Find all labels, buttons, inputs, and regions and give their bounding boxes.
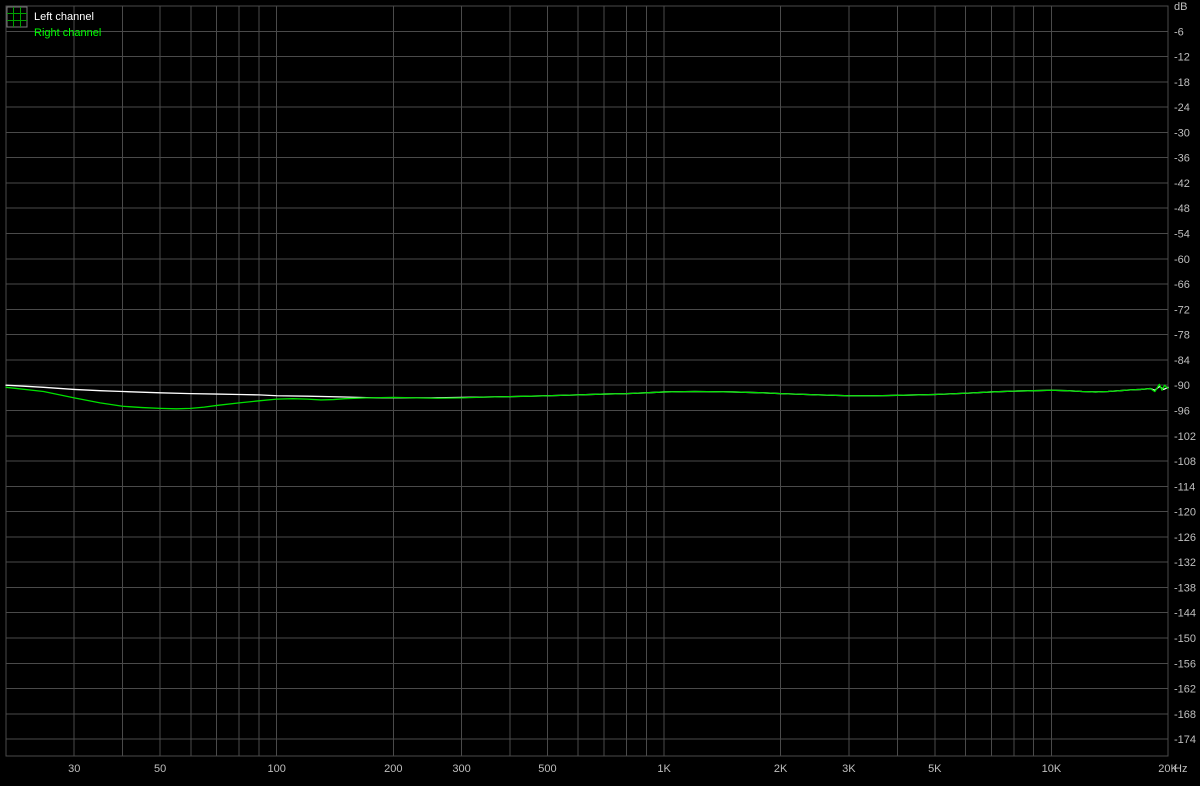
y-tick-label: -150 <box>1174 633 1196 645</box>
y-tick-label: -30 <box>1174 127 1190 139</box>
y-tick-label: -120 <box>1174 507 1196 519</box>
y-tick-label: -126 <box>1174 532 1196 544</box>
y-tick-label: -78 <box>1174 330 1190 342</box>
y-tick-label: -144 <box>1174 608 1196 620</box>
frequency-response-chart: dB -6 -12 -18 -24 -30 -36 -42 -48 -54 -60 -66 -72 -78… <box>0 0 1200 786</box>
y-tick-label: -60 <box>1174 254 1190 266</box>
y-tick-label: -156 <box>1174 658 1196 670</box>
y-tick-label: -102 <box>1174 431 1196 443</box>
x-tick-label: 50 <box>154 763 166 775</box>
y-tick-label: -6 <box>1174 26 1184 38</box>
legend-left-label: Left channel <box>34 10 94 24</box>
x-tick-label: 1K <box>657 763 671 775</box>
y-tick-label: -168 <box>1174 709 1196 721</box>
y-tick-label: -42 <box>1174 178 1190 190</box>
legend-item-left: Left channel <box>6 6 101 28</box>
y-tick-label: -66 <box>1174 279 1190 291</box>
y-tick-label: -12 <box>1174 52 1190 64</box>
legend-grid-icon <box>6 6 28 28</box>
y-tick-label: -24 <box>1174 102 1190 114</box>
y-tick-label: -108 <box>1174 456 1196 468</box>
y-tick-label: -174 <box>1174 734 1196 746</box>
y-tick-label: -84 <box>1174 355 1190 367</box>
y-tick-label: -96 <box>1174 405 1190 417</box>
y-tick-label: -54 <box>1174 229 1190 241</box>
x-tick-label: 100 <box>268 763 286 775</box>
y-tick-label: -114 <box>1174 481 1195 493</box>
y-tick-label: -18 <box>1174 77 1190 89</box>
chart-svg: dB -6 -12 -18 -24 -30 -36 -42 -48 -54 -60 -66 -72 -78… <box>0 0 1200 786</box>
y-tick-label: -132 <box>1174 557 1196 569</box>
x-tick-label: 500 <box>538 763 556 775</box>
y-tick-label: -90 <box>1174 380 1190 392</box>
y-tick-label: -138 <box>1174 582 1196 594</box>
legend: Left channel Right channel <box>6 6 101 40</box>
y-tick-label: -162 <box>1174 684 1196 696</box>
x-tick-label: 200 <box>384 763 402 775</box>
y-tick-label: dB <box>1174 1 1187 13</box>
x-tick-label: 3K <box>842 763 856 775</box>
y-tick-label: -48 <box>1174 203 1190 215</box>
x-tick-label: 10K <box>1042 763 1062 775</box>
x-tick-label: 5K <box>928 763 942 775</box>
y-tick-label: -36 <box>1174 153 1190 165</box>
x-tick-label: 2K <box>774 763 788 775</box>
legend-right-label: Right channel <box>34 26 101 40</box>
x-tick-label: 30 <box>68 763 80 775</box>
x-tick-label: 20K <box>1158 763 1178 775</box>
legend-item-right: Right channel <box>34 26 101 40</box>
y-tick-label: -72 <box>1174 304 1190 316</box>
x-tick-label: 300 <box>452 763 470 775</box>
